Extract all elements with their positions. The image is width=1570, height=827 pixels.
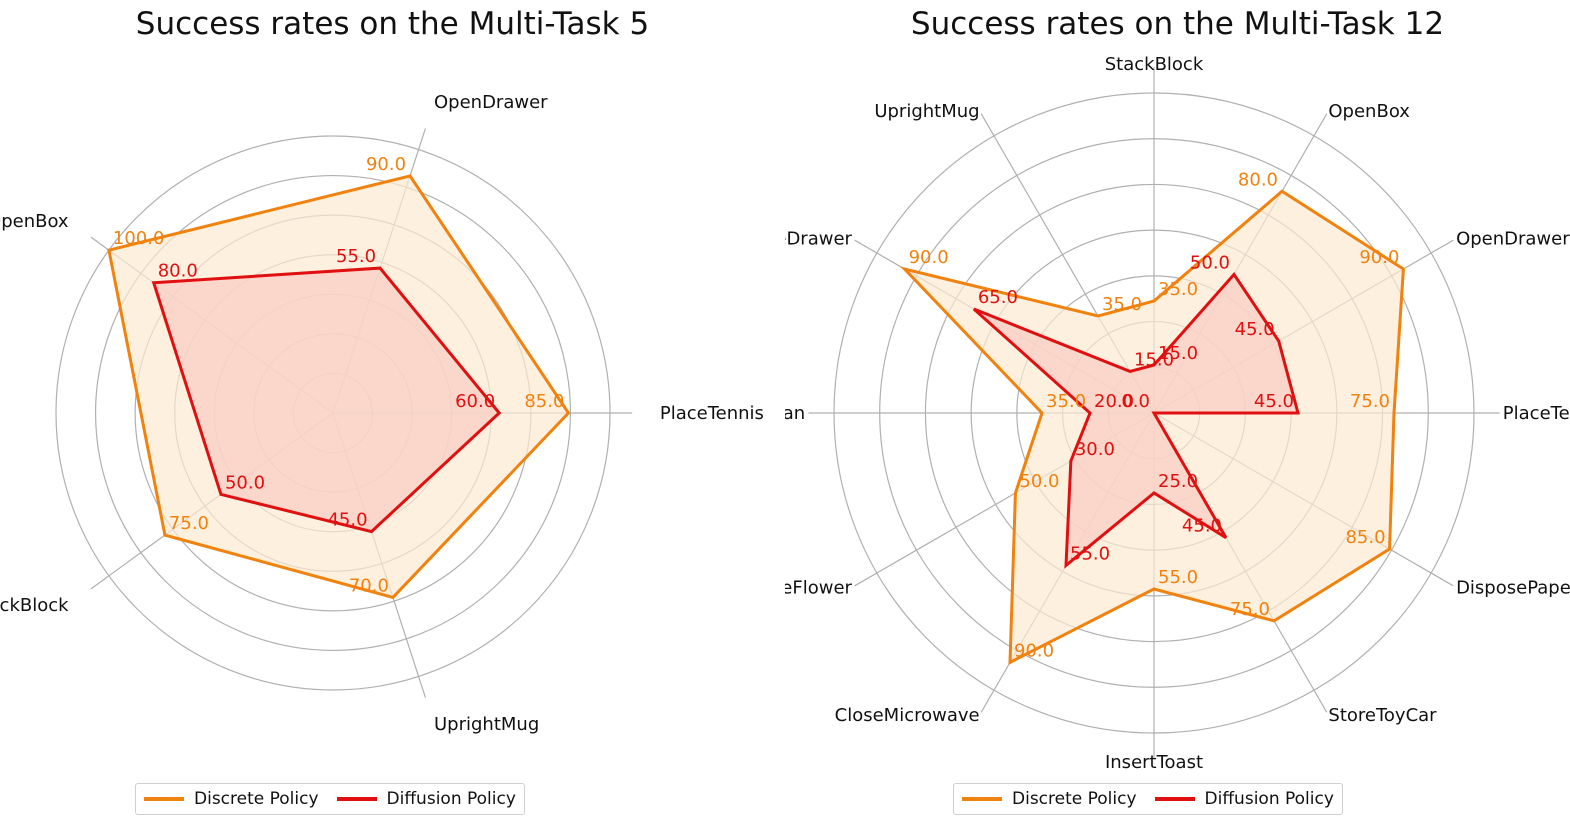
value-label-diffusion-upright-mug: 15.0 <box>1134 349 1174 370</box>
value-label-diffusion-place-tennis: 60.0 <box>455 391 495 412</box>
category-label-upright-mug: UprightMug <box>434 714 539 735</box>
value-label-discrete-place-can: 35.0 <box>1046 391 1086 412</box>
category-label-open-box: OpenBox <box>1328 101 1410 122</box>
chart-panel-multitask5: Success rates on the Multi-Task 5 PlaceT… <box>0 6 764 815</box>
legend-swatch-diffusion <box>336 797 377 801</box>
value-label-discrete-arrange-flower: 50.0 <box>1019 471 1059 492</box>
value-label-diffusion-place-can: 20.0 <box>1094 391 1134 412</box>
value-label-discrete-place-tennis: 85.0 <box>524 391 564 412</box>
legend-label-diffusion: Diffusion Policy <box>386 789 516 809</box>
legend-item-diffusion: Diffusion Policy <box>1154 789 1334 809</box>
legend-swatch-discrete <box>144 797 184 801</box>
value-label-discrete-upright-mug: 35.0 <box>1102 294 1142 315</box>
value-label-diffusion-open-box: 80.0 <box>158 261 198 282</box>
category-label-place-tennis: PlaceTennis <box>660 403 764 424</box>
category-label-open-drawer: OpenDrawer <box>1456 229 1570 250</box>
value-label-discrete-stack-block: 75.0 <box>169 513 209 534</box>
category-label-close-drawer: CloseDrawer <box>785 229 853 250</box>
value-label-diffusion-insert-toast: 25.0 <box>1158 471 1198 492</box>
series-line-discrete <box>899 189 1405 665</box>
value-label-discrete-place-tennis: 75.0 <box>1350 391 1390 412</box>
category-label-open-drawer: OpenDrawer <box>434 92 548 113</box>
value-label-diffusion-stack-block: 50.0 <box>225 472 265 493</box>
legend-item-discrete: Discrete Policy <box>962 789 1137 809</box>
legend-item-discrete: Discrete Policy <box>144 789 319 809</box>
category-label-place-can: PlaceCan <box>785 403 805 424</box>
chart-title: Success rates on the Multi-Task 12 <box>910 6 1445 42</box>
legend-item-diffusion: Diffusion Policy <box>336 789 516 809</box>
legend-label-diffusion: Diffusion Policy <box>1204 789 1334 809</box>
category-label-arrange-flower: ArrangeFlower <box>785 577 853 598</box>
value-label-discrete-store-toy-car: 75.0 <box>1230 599 1270 620</box>
series-area-diffusion <box>973 274 1298 566</box>
chart-panel-multitask12: Success rates on the Multi-Task 12 Place… <box>785 0 1570 827</box>
value-label-diffusion-dispose-paper: 0.0 <box>1121 391 1150 412</box>
radar-chart-multitask5: PlaceTennis OpenDrawer OpenBox StackBlock Up… <box>0 92 764 735</box>
value-label-diffusion-place-tennis: 45.0 <box>1254 391 1294 412</box>
category-label-stack-block: StackBlock <box>1105 54 1204 75</box>
value-label-diffusion-store-toy-car: 45.0 <box>1182 516 1222 537</box>
value-label-discrete-close-microwave: 90.0 <box>1014 640 1054 661</box>
value-label-discrete-dispose-paper: 85.0 <box>1345 527 1385 548</box>
value-label-diffusion-close-drawer: 65.0 <box>978 287 1018 308</box>
value-label-discrete-stack-block: 35.0 <box>1158 279 1198 300</box>
value-label-discrete-open-drawer: 90.0 <box>366 154 406 175</box>
value-label-diffusion-arrange-flower: 30.0 <box>1075 439 1115 460</box>
series-line-diffusion <box>151 266 502 534</box>
legend-label-discrete: Discrete Policy <box>194 789 319 809</box>
value-label-discrete-upright-mug: 70.0 <box>349 575 389 596</box>
chart-title: Success rates on the Multi-Task 5 <box>135 6 650 42</box>
value-label-discrete-insert-toast: 55.0 <box>1158 567 1198 588</box>
legend-swatch-diffusion <box>1154 797 1195 801</box>
value-label-diffusion-open-drawer: 55.0 <box>336 246 376 267</box>
value-label-discrete-open-box: 80.0 <box>1238 169 1278 190</box>
chart-legend: Discrete Policy Diffusion Policy <box>135 783 525 815</box>
series-line-discrete <box>107 174 571 600</box>
value-label-diffusion-close-microwave: 55.0 <box>1070 543 1110 564</box>
category-label-upright-mug: UprightMug <box>874 101 979 122</box>
chart-legend: Discrete Policy Diffusion Policy <box>953 783 1343 815</box>
category-label-close-microwave: CloseMicrowave <box>835 705 980 726</box>
value-label-diffusion-stack-block: 15.0 <box>1158 343 1198 364</box>
category-label-stack-block: StackBlock <box>0 595 69 616</box>
value-label-diffusion-open-box: 50.0 <box>1190 252 1230 273</box>
category-label-open-box: OpenBox <box>0 211 69 232</box>
legend-swatch-discrete <box>962 797 1002 801</box>
value-label-diffusion-open-drawer: 45.0 <box>1235 319 1275 340</box>
radar-chart-multitask12: PlaceTennis OpenDrawer OpenBox StackBlock Up… <box>785 54 1570 773</box>
value-label-discrete-open-drawer: 90.0 <box>1359 247 1399 268</box>
category-label-store-toy-car: StoreToyCar <box>1328 705 1437 726</box>
category-label-place-tennis: PlaceTennis <box>1503 403 1570 424</box>
value-label-discrete-close-drawer: 90.0 <box>909 247 949 268</box>
series-line-diffusion <box>972 271 1300 569</box>
category-label-insert-toast: InsertToast <box>1105 752 1203 773</box>
value-label-discrete-open-box: 100.0 <box>113 228 165 249</box>
category-label-dispose-paper: DisposePaper <box>1456 577 1570 598</box>
value-label-diffusion-upright-mug: 45.0 <box>327 510 367 531</box>
series-area-diffusion <box>153 268 500 532</box>
legend-label-discrete: Discrete Policy <box>1012 789 1137 809</box>
